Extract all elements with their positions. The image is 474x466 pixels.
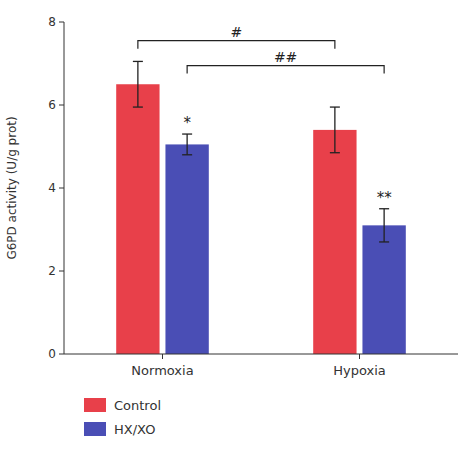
bar (165, 144, 208, 354)
error-line (383, 209, 384, 242)
error-bar (182, 134, 192, 155)
error-bar (133, 61, 143, 107)
bracket-label: # (231, 24, 243, 40)
bars (116, 61, 406, 354)
y-tick-label: 0 (48, 347, 56, 361)
legend-label: HX/XO (114, 422, 155, 437)
annotation: * (183, 114, 191, 132)
error-line (186, 134, 187, 155)
error-bar (330, 107, 340, 153)
y-axis-label: G6PD activity (U/g prot) (5, 116, 19, 259)
legend-swatch (84, 398, 106, 412)
error-cap (330, 152, 340, 153)
bracket (138, 41, 335, 49)
y-tick (59, 271, 64, 272)
y-tick (59, 354, 64, 355)
x-axis-line (64, 354, 458, 355)
x-tick-label: Normoxia (131, 363, 193, 378)
annotation: ** (377, 189, 393, 207)
bar (362, 225, 405, 354)
error-bar (379, 209, 389, 242)
y-tick-label: 6 (48, 98, 56, 112)
y-tick (59, 22, 64, 23)
legend-swatch (84, 422, 106, 436)
y-tick (59, 105, 64, 106)
error-cap (379, 208, 389, 209)
bar (313, 130, 356, 354)
error-cap (330, 106, 340, 107)
legend-label: Control (114, 398, 161, 413)
error-line (137, 61, 138, 107)
y-tick-label: 4 (48, 181, 56, 195)
x-tick (162, 354, 163, 359)
error-cap (379, 241, 389, 242)
error-cap (133, 61, 143, 62)
y-tick-label: 8 (48, 15, 56, 29)
legend: Control HX/XO (84, 398, 161, 437)
bracket (187, 66, 384, 74)
error-cap (182, 154, 192, 155)
bar (116, 84, 159, 354)
error-line (334, 107, 335, 153)
error-cap (182, 133, 192, 134)
x-tick-label: Hypoxia (333, 363, 386, 378)
error-cap (133, 106, 143, 107)
y-tick-label: 2 (48, 264, 56, 278)
bracket-label: ## (274, 49, 297, 65)
y-tick (59, 188, 64, 189)
x-tick (359, 354, 360, 359)
chart: ###***02468NormoxiaHypoxiaG6PD activity … (0, 0, 474, 466)
